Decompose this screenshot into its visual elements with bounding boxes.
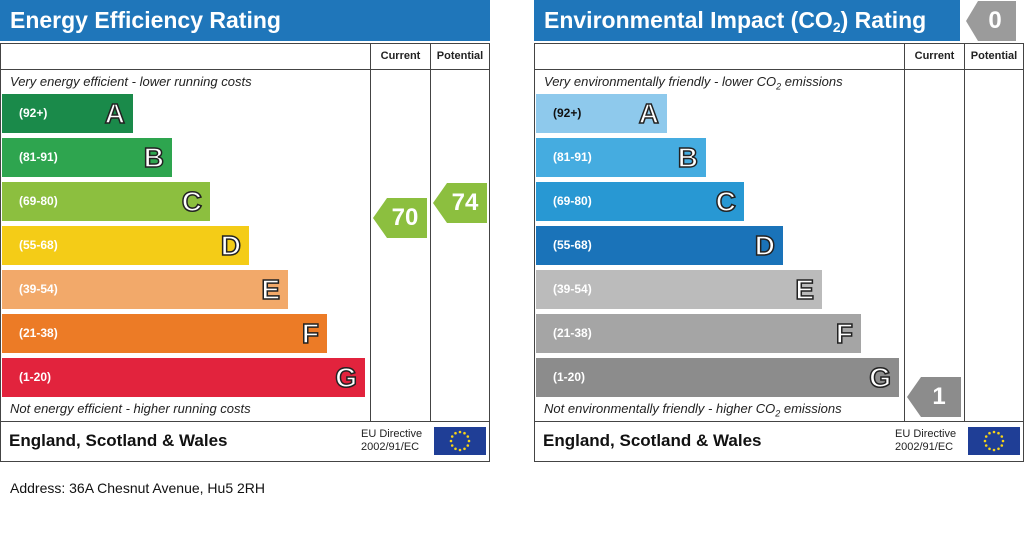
potential-rating-value: 74	[451, 189, 479, 216]
current-rating-arrow: 70	[373, 198, 427, 238]
rating-band-b: (81-91) B	[536, 138, 706, 177]
band-letter: A	[638, 97, 660, 130]
rating-band-a: (92+) A	[536, 94, 667, 133]
band-letter: D	[220, 229, 242, 262]
band-range: (69-80)	[19, 194, 58, 208]
footer-region: England, Scotland & Wales	[9, 431, 228, 450]
current-rating-value: 1	[932, 383, 946, 410]
footer-region: England, Scotland & Wales	[543, 431, 762, 450]
band-range: (92+)	[553, 106, 582, 120]
band-letter: A	[104, 97, 126, 130]
potential-header: Potential	[436, 50, 484, 62]
current-header: Current	[380, 50, 421, 62]
energy-efficiency-panel: Energy Efficiency Rating Current Potenti…	[0, 0, 490, 462]
potential-rating-arrow: 74	[433, 183, 487, 223]
band-letter: F	[835, 317, 854, 350]
band-range: (81-91)	[19, 150, 58, 164]
band-letter: G	[868, 361, 891, 394]
rating-band-f: (21-38) F	[2, 314, 327, 353]
top-note: Very environmentally friendly - lower CO…	[544, 74, 843, 92]
bottom-note: Not environmentally friendly - higher CO…	[544, 401, 842, 419]
environment-badge: 0	[966, 1, 1016, 41]
band-range: (55-68)	[553, 238, 592, 252]
band-letter: E	[795, 273, 815, 306]
rating-band-g: (1-20) G	[2, 358, 365, 397]
band-range: (39-54)	[553, 282, 592, 296]
band-letter: D	[754, 229, 776, 262]
band-letter: B	[677, 141, 699, 174]
band-letter: C	[715, 185, 737, 218]
environment-title: Environmental Impact (CO2) Rating	[534, 0, 960, 41]
current-rating-arrow: 1	[907, 377, 961, 417]
environmental-impact-panel: Environmental Impact (CO2) Rating Curren…	[534, 0, 1024, 462]
energy-box: Current Potential Very energy efficient …	[0, 43, 490, 462]
band-range: (92+)	[19, 106, 48, 120]
current-rating-value: 70	[391, 204, 419, 231]
band-letter: F	[301, 317, 320, 350]
band-range: (21-38)	[19, 326, 58, 340]
band-letter: B	[143, 141, 165, 174]
rating-band-c: (69-80) C	[2, 182, 210, 221]
band-range: (1-20)	[553, 370, 586, 384]
rating-band-d: (55-68) D	[536, 226, 783, 265]
band-range: (39-54)	[19, 282, 58, 296]
rating-band-a: (92+) A	[2, 94, 133, 133]
potential-header: Potential	[970, 50, 1018, 62]
band-range: (81-91)	[553, 150, 592, 164]
environment-box: Current Potential Very environmentally f…	[534, 43, 1024, 462]
energy-title: Energy Efficiency Rating	[0, 0, 490, 41]
eu-flag-icon	[434, 427, 486, 455]
rating-band-e: (39-54) E	[2, 270, 288, 309]
current-header: Current	[914, 50, 955, 62]
band-letter: G	[334, 361, 357, 394]
rating-band-d: (55-68) D	[2, 226, 249, 265]
rating-band-f: (21-38) F	[536, 314, 861, 353]
band-letter: E	[261, 273, 281, 306]
address-text: Address: 36A Chesnut Avenue, Hu5 2RH	[10, 480, 266, 496]
rating-band-b: (81-91) B	[2, 138, 172, 177]
eu-flag-icon	[968, 427, 1020, 455]
top-note: Very energy efficient - lower running co…	[10, 74, 252, 89]
band-range: (1-20)	[19, 370, 52, 384]
band-range: (55-68)	[19, 238, 58, 252]
eu-directive-text: EU Directive 2002/91/EC	[895, 428, 957, 453]
eu-directive-text: EU Directive 2002/91/EC	[361, 428, 423, 453]
band-letter: C	[181, 185, 203, 218]
band-range: (21-38)	[553, 326, 592, 340]
bottom-note: Not energy efficient - higher running co…	[10, 401, 251, 416]
rating-band-e: (39-54) E	[536, 270, 822, 309]
band-range: (69-80)	[553, 194, 592, 208]
rating-band-c: (69-80) C	[536, 182, 744, 221]
rating-band-g: (1-20) G	[536, 358, 899, 397]
